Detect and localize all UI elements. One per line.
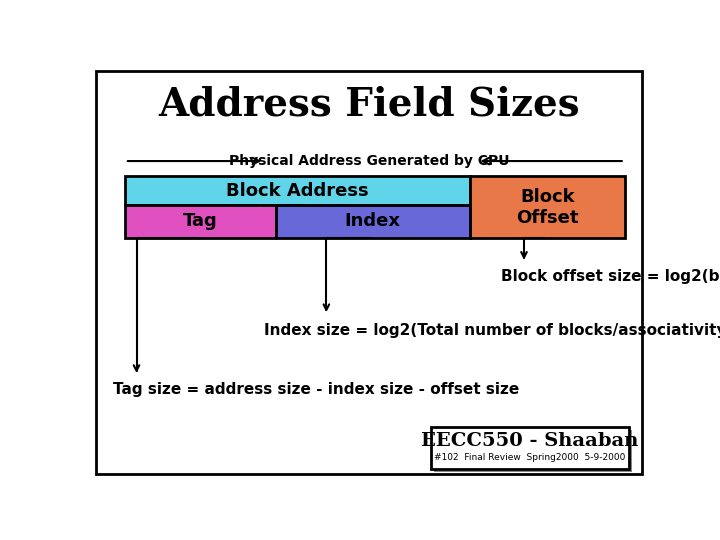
- Bar: [125, 177, 469, 205]
- Bar: [434, 430, 631, 472]
- Text: #102  Final Review  Spring2000  5-9-2000: #102 Final Review Spring2000 5-9-2000: [434, 453, 626, 462]
- Bar: [469, 177, 625, 238]
- Text: Block offset size = log2(block size): Block offset size = log2(block size): [500, 269, 720, 284]
- Text: Physical Address Generated by CPU: Physical Address Generated by CPU: [229, 154, 509, 168]
- Text: Tag: Tag: [183, 213, 218, 231]
- Text: Block
Offset: Block Offset: [516, 188, 578, 227]
- Bar: [431, 427, 629, 469]
- Text: Index: Index: [345, 213, 401, 231]
- Text: Block Address: Block Address: [226, 181, 369, 200]
- Bar: [125, 205, 276, 238]
- Text: Tag size = address size - index size - offset size: Tag size = address size - index size - o…: [113, 382, 520, 397]
- Text: EECC550 - Shaaban: EECC550 - Shaaban: [421, 433, 639, 450]
- Text: Index size = log2(Total number of blocks/associativity): Index size = log2(Total number of blocks…: [264, 323, 720, 338]
- Bar: [276, 205, 469, 238]
- Text: Address Field Sizes: Address Field Sizes: [158, 86, 580, 124]
